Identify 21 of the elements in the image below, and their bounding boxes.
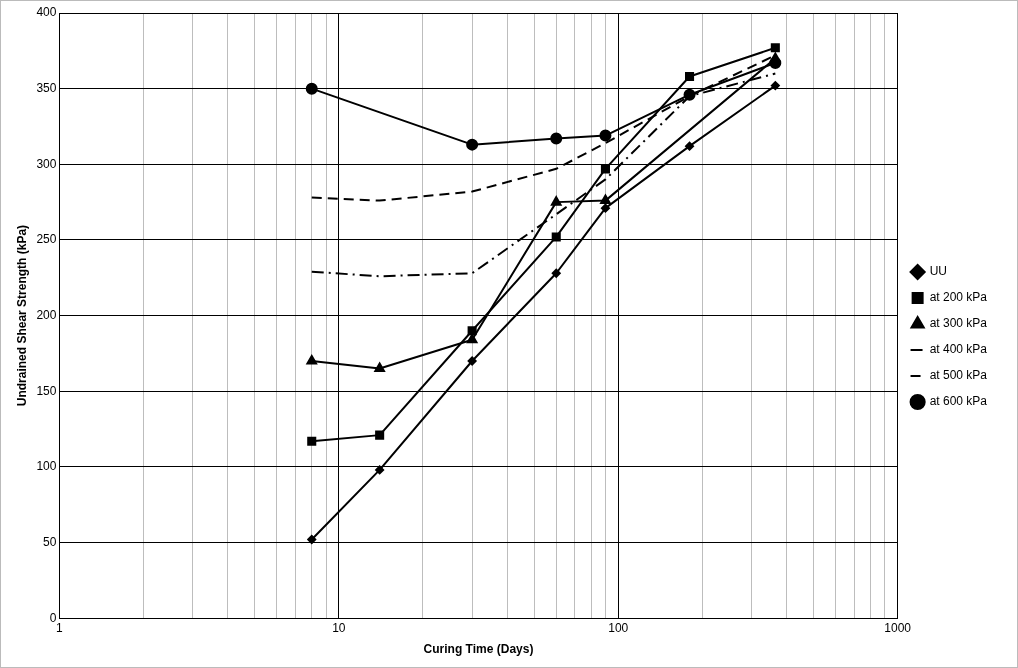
y-tick-label: 100 [36, 459, 57, 474]
y-tick-label: 400 [36, 5, 57, 20]
y-tick-label: 0 [49, 610, 57, 625]
y-tick-label: 200 [36, 307, 57, 322]
legend-label: at 300 kPa [929, 316, 988, 331]
legend-label: at 400 kPa [929, 342, 988, 357]
legend-label: at 200 kPa [929, 290, 988, 305]
y-tick-label: 150 [36, 383, 57, 398]
y-tick-label: 350 [36, 80, 57, 95]
x-tick-label: 1 [56, 620, 64, 635]
y-tick-label: 300 [36, 156, 57, 171]
legend-label: at 600 kPa [929, 394, 988, 409]
x-tick-label: 100 [608, 620, 629, 635]
legend-label: UU [929, 264, 947, 279]
x-axis-title: Curing Time (Days) [423, 642, 534, 657]
y-axis-title: Undrained Shear Strength (kPa) [14, 224, 29, 407]
y-tick-label: 250 [36, 232, 57, 247]
x-tick-label: 1000 [884, 620, 912, 635]
y-tick-label: 50 [43, 534, 57, 549]
x-tick-label: 10 [332, 620, 346, 635]
legend-label: at 500 kPa [929, 368, 988, 383]
